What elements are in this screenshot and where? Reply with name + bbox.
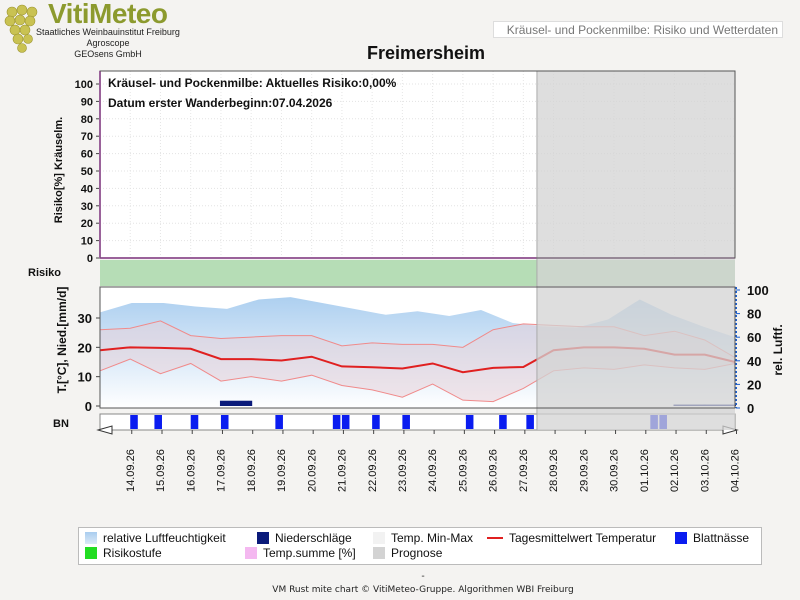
footer-credit: VM Rust mite chart © VitiMeteo-Gruppe. A… <box>272 585 574 595</box>
date-tick-label: 20.09.26 <box>306 449 318 492</box>
date-tick-label: 14.09.26 <box>125 449 137 492</box>
org-line-3: GEOsens GmbH <box>74 49 142 59</box>
legend-risk-level: Risikostufe <box>85 546 162 560</box>
current-risk-text: Kräusel- und Pockenmilbe: Aktuelles Risi… <box>108 76 397 90</box>
risk-ytick-label: 70 <box>81 131 93 143</box>
risk-ytick-label: 30 <box>81 201 93 213</box>
legend-precip-swatch <box>257 532 269 544</box>
weather-left-tick-label: 10 <box>78 370 92 385</box>
first-migration-date: Datum erster Wanderbeginn:07.04.2026 <box>108 96 333 110</box>
risk-band-label: Risiko <box>28 267 61 279</box>
weather-left-tick-label: 0 <box>85 399 92 414</box>
leaf-wetness-mark <box>499 415 507 429</box>
date-tick-label: 25.09.26 <box>457 449 469 492</box>
date-tick-label: 28.09.26 <box>548 449 560 492</box>
logo-text: VitiMeteo <box>48 0 168 29</box>
date-tick-label: 29.09.26 <box>578 449 590 492</box>
legend: relative Luftfeuchtigkeit Niederschläge … <box>78 527 762 565</box>
date-tick-label: 22.09.26 <box>367 449 379 492</box>
weather-right-tick-label: 100 <box>747 283 769 298</box>
leaf-wetness-mark <box>220 415 229 429</box>
legend-mean-temp: Tagesmittelwert Temperatur <box>487 531 656 545</box>
date-tick-label: 26.09.26 <box>488 449 500 492</box>
date-tick-label: 21.09.26 <box>337 449 349 492</box>
weather-right-tick-label: 0 <box>747 401 754 416</box>
leaf-wetness-mark <box>190 415 199 429</box>
legend-minmax: Temp. Min-Max <box>373 531 473 545</box>
legend-leaf-wet: Blattnässe <box>675 531 749 545</box>
risk-ytick-label: 40 <box>81 183 93 195</box>
precip-bar <box>219 400 253 406</box>
weather-panel-frame <box>99 286 736 409</box>
date-tick-label: 15.09.26 <box>155 449 167 492</box>
legend-precip: Niederschläge <box>257 531 352 545</box>
risk-ytick-label: 10 <box>81 236 93 248</box>
logo-grapes-icon <box>2 2 42 58</box>
weather-right-tick-label: 80 <box>747 307 761 322</box>
legend-temp-sum: Temp.summe [%] <box>245 546 356 560</box>
date-tick-label: 27.09.26 <box>518 449 530 492</box>
date-tick-label: 17.09.26 <box>216 449 228 492</box>
leaf-wetness-mark <box>341 415 350 429</box>
weather-ylabel-left: T.[°C], Nied.[mm/d] <box>55 287 69 394</box>
leaf-wetness-mark <box>372 415 380 429</box>
legend-risk-level-swatch <box>85 547 97 559</box>
date-tick-label: 04.10.26 <box>730 449 742 492</box>
date-tick-label: 02.10.26 <box>669 449 681 492</box>
risk-ylabel: Risiko[%] Kräuselm. <box>53 117 65 223</box>
weather-right-tick-label: 20 <box>747 377 761 392</box>
weather-left-tick-label: 30 <box>78 311 92 326</box>
risk-ytick-label: 100 <box>75 79 93 91</box>
chart-banner: Kräusel- und Pockenmilbe: Risiko und Wet… <box>493 21 783 38</box>
weather-right-tick-label: 60 <box>747 330 761 345</box>
risk-panel-frame <box>99 70 736 259</box>
legend-forecast-swatch <box>373 547 385 559</box>
leaf-wetness-mark <box>402 415 410 429</box>
weather-right-tick-label: 40 <box>747 354 761 369</box>
risk-ytick-label: 60 <box>81 149 93 161</box>
legend-mean-temp-line <box>487 537 503 539</box>
leaf-wetness-mark <box>154 415 162 429</box>
org-line-2: Agroscope <box>86 38 130 48</box>
date-tick-label: 03.10.26 <box>699 449 711 492</box>
risk-ytick-label: 20 <box>81 218 93 230</box>
weather-ylabel-right: rel. Luftf. <box>771 324 785 375</box>
scroll-left-icon <box>96 425 113 435</box>
risk-ytick-label: 0 <box>87 253 93 265</box>
leaf-wetness-label: BN <box>53 418 69 430</box>
date-tick-label: 01.10.26 <box>639 449 651 492</box>
legend-humidity-swatch <box>85 532 97 544</box>
leaf-wetness-mark <box>275 415 283 429</box>
date-tick-label: 16.09.26 <box>185 449 197 492</box>
date-tick-label: 23.09.26 <box>397 449 409 492</box>
leaf-wetness-mark <box>130 415 138 429</box>
date-tick-label: 30.09.26 <box>609 449 621 492</box>
station-title: Freimersheim <box>366 43 486 63</box>
risk-ytick-label: 90 <box>81 96 93 108</box>
leaf-wetness-mark <box>465 415 474 429</box>
leaf-wetness-mark <box>526 415 534 429</box>
legend-humidity: relative Luftfeuchtigkeit <box>85 531 226 545</box>
date-tick-label: 19.09.26 <box>276 449 288 492</box>
legend-minmax-swatch <box>373 532 385 544</box>
leaf-wetness-mark <box>332 415 341 429</box>
org-line-1: Staatliches Weinbauinstitut Freiburg <box>36 27 180 37</box>
legend-leaf-wet-swatch <box>675 532 687 544</box>
legend-temp-sum-swatch <box>245 547 257 559</box>
grape-cluster <box>4 4 38 53</box>
forecast-overlay <box>536 71 735 430</box>
date-tick-label: 18.09.26 <box>246 449 258 492</box>
date-tick-label: 24.09.26 <box>427 449 439 492</box>
risk-ytick-label: 50 <box>81 166 93 178</box>
legend-forecast: Prognose <box>373 546 442 560</box>
weather-left-tick-label: 20 <box>78 340 92 355</box>
risk-ytick-label: 80 <box>81 114 93 126</box>
footer-dash: - <box>421 571 425 582</box>
